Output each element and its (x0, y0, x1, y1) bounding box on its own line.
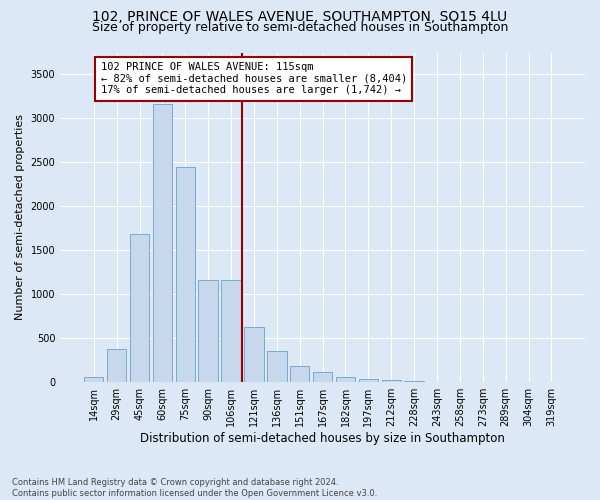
Bar (130, 234, 149, 382)
Text: 102, PRINCE OF WALES AVENUE, SOUTHAMPTON, SO15 4LU: 102, PRINCE OF WALES AVENUE, SOUTHAMPTON… (92, 10, 508, 24)
Bar (199, 280, 218, 382)
Bar (290, 366, 310, 382)
Bar (176, 167, 195, 382)
Text: Contains HM Land Registry data © Crown copyright and database right 2024.
Contai: Contains HM Land Registry data © Crown c… (12, 478, 377, 498)
Text: 102 PRINCE OF WALES AVENUE: 115sqm
← 82% of semi-detached houses are smaller (8,: 102 PRINCE OF WALES AVENUE: 115sqm ← 82%… (101, 62, 407, 96)
Bar (107, 349, 127, 382)
Bar (84, 378, 103, 382)
Bar (221, 280, 241, 382)
Bar (313, 372, 332, 382)
Bar (359, 379, 378, 382)
Bar (244, 327, 263, 382)
Bar (267, 352, 287, 382)
X-axis label: Distribution of semi-detached houses by size in Southampton: Distribution of semi-detached houses by … (140, 432, 505, 445)
Bar (336, 378, 355, 382)
Text: Size of property relative to semi-detached houses in Southampton: Size of property relative to semi-detach… (92, 21, 508, 34)
Bar (382, 380, 401, 382)
Bar (152, 104, 172, 382)
Y-axis label: Number of semi-detached properties: Number of semi-detached properties (15, 114, 25, 320)
